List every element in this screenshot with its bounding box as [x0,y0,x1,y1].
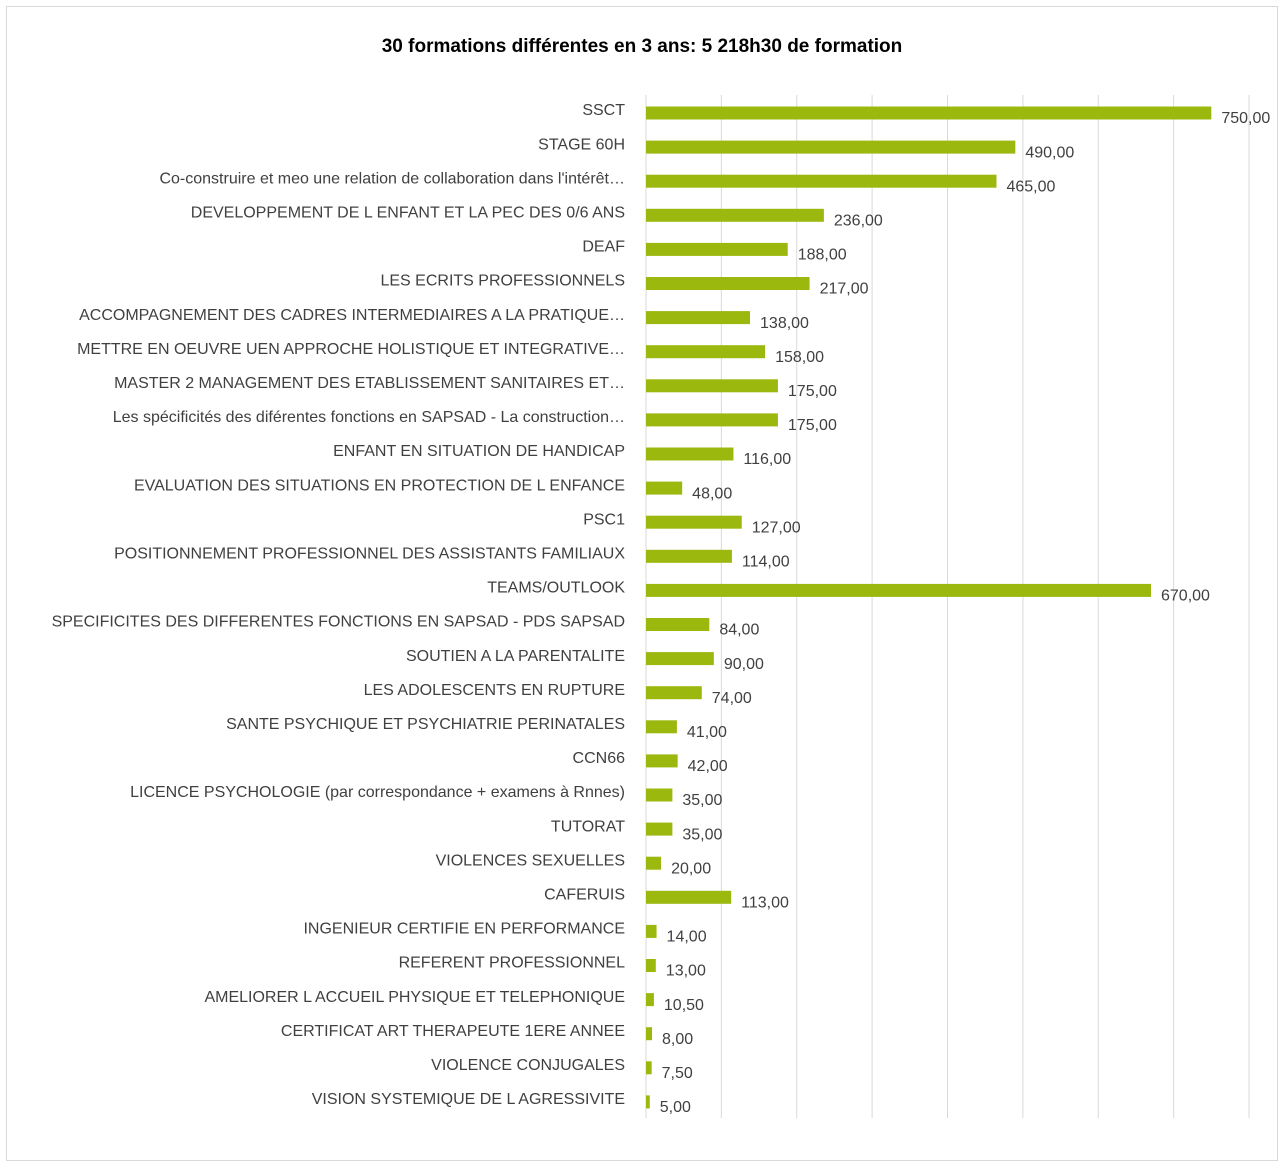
bar [646,686,702,700]
y-tick-label: SPECIFICITES DES DIFFERENTES FONCTIONS E… [52,614,625,631]
y-tick-label: EVALUATION DES SITUATIONS EN PROTECTION … [134,477,625,494]
y-tick-label: REFERENT PROFESSIONNEL [399,955,626,972]
value-label: 42,00 [688,758,728,775]
y-tick-label: MASTER 2 MANAGEMENT DES ETABLISSEMENT SA… [114,375,625,392]
y-tick-label: POSITIONNEMENT PROFESSIONNEL DES ASSISTA… [114,546,625,563]
y-tick-label: Les spécificités des diférentes fonction… [113,409,625,426]
value-label: 35,00 [682,826,722,843]
y-tick-label: ACCOMPAGNEMENT DES CADRES INTERMEDIAIRES… [79,307,625,324]
y-tick-label: METTRE EN OEUVRE UEN APPROCHE HOLISTIQUE… [77,341,625,358]
bar [646,311,751,325]
y-tick-label: Co-construire et meo une relation de col… [159,170,625,187]
bar [646,959,656,972]
bar [646,1095,650,1109]
value-label: 158,00 [775,349,824,366]
value-label: 670,00 [1161,588,1210,605]
y-tick-label: SANTE PSYCHIQUE ET PSYCHIATRIE PERINATAL… [226,716,625,733]
bar [646,242,788,256]
value-label: 116,00 [743,451,791,468]
bar [646,652,714,666]
value-label: 41,00 [687,724,727,741]
y-tick-label: LICENCE PSYCHOLOGIE (par correspondance … [130,784,625,801]
value-label: 138,00 [760,315,809,332]
chart-title: 30 formations différentes en 3 ans: 5 21… [382,36,903,57]
value-label: 7,50 [662,1065,693,1082]
value-label: 5,00 [660,1099,691,1116]
y-tick-label: DEAF [582,239,625,256]
y-tick-label: VIOLENCES SEXUELLES [436,852,625,869]
bar [646,720,677,734]
y-tick-label: ENFANT EN SITUATION DE HANDICAP [333,443,625,460]
y-tick-label: TEAMS/OUTLOOK [487,580,625,597]
value-label: 74,00 [712,690,752,707]
value-label: 750,00 [1221,110,1270,127]
value-label: 188,00 [798,247,847,264]
y-tick-label: DEVELOPPEMENT DE L ENFANT ET LA PEC DES … [191,205,625,222]
bar [646,890,732,904]
bar [646,345,766,359]
bar [646,924,657,938]
value-label: 217,00 [820,281,869,298]
value-label: 8,00 [662,1031,693,1048]
value-label: 113,00 [741,895,789,912]
bar [646,379,778,393]
y-tick-label: SOUTIEN A LA PARENTALITE [406,648,625,665]
y-tick-label: PSC1 [583,511,625,528]
bar [646,583,1152,597]
value-label: 20,00 [671,860,711,877]
bar [646,1061,652,1075]
y-tick-label: SSCT [582,102,625,119]
bar [646,277,810,290]
bar [646,856,662,870]
y-tick-label: INGENIEUR CERTIFIE EN PERFORMANCE [303,921,625,938]
y-tick-label: STAGE 60H [538,136,625,153]
y-tick-label: LES ADOLESCENTS EN RUPTURE [364,682,625,699]
value-label: 13,00 [666,963,706,980]
bar [646,618,710,631]
bar [646,208,824,222]
value-label: 90,00 [724,656,764,673]
bar [646,447,734,461]
y-tick-label: AMELIORER L ACCUEIL PHYSIQUE ET TELEPHON… [204,989,625,1006]
y-tick-label: TUTORAT [551,818,625,835]
chart-border [6,6,1278,1161]
value-label: 127,00 [752,519,801,536]
y-tick-label: LES ECRITS PROFESSIONNELS [380,273,625,290]
bar [646,993,654,1007]
value-label: 10,50 [664,997,704,1014]
bar [646,515,742,529]
value-label: 175,00 [788,383,837,400]
y-tick-label: CCN66 [573,750,626,767]
value-label: 175,00 [788,417,837,434]
bar [646,788,673,802]
bar [646,481,683,495]
bar [646,413,778,427]
y-tick-label: CAFERUIS [544,887,625,904]
value-label: 490,00 [1025,144,1074,161]
value-label: 114,00 [742,554,790,571]
bar [646,106,1212,120]
y-tick-label: VISION SYSTEMIQUE DE L AGRESSIVITE [312,1091,625,1108]
y-tick-label: VIOLENCE CONJUGALES [431,1057,625,1074]
value-label: 236,00 [834,213,883,230]
bar [646,140,1016,154]
value-label: 35,00 [682,792,722,809]
value-label: 84,00 [719,622,759,639]
value-label: 48,00 [692,485,732,502]
value-label: 14,00 [667,929,707,946]
y-tick-label: CERTIFICAT ART THERAPEUTE 1ERE ANNEE [281,1023,625,1040]
value-label: 465,00 [1006,178,1055,195]
bar [646,549,732,563]
bar [646,822,673,836]
bar [646,1027,653,1041]
bar [646,174,997,188]
bar [646,754,678,768]
